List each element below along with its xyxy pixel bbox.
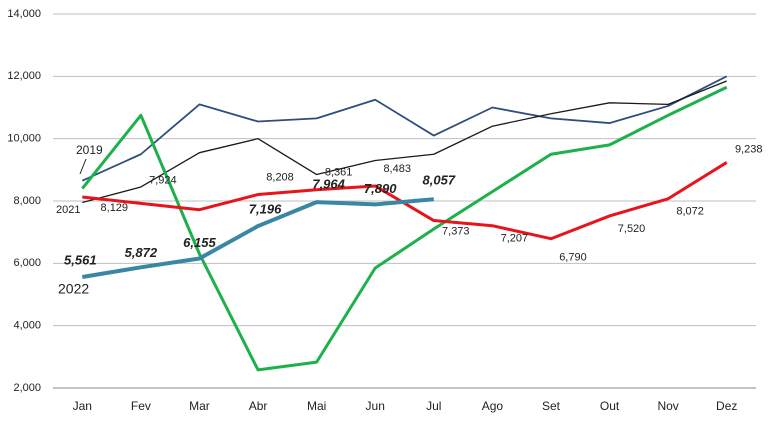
data-label: 7,373 [442,225,470,237]
y-tick-label: 8,000 [13,195,41,207]
x-tick-label: Mai [307,399,326,413]
data-label: 8,129 [101,202,129,214]
series-name: 2022 [58,281,89,297]
data-label: 7,207 [501,233,529,245]
x-tick-label: Dez [716,399,737,413]
data-label: 8,361 [325,167,353,179]
data-label: 8,057 [423,173,456,188]
series-name: 2019 [76,143,103,157]
data-label: 7,890 [364,181,397,196]
data-label: 5,561 [64,252,97,267]
x-tick-label: Set [542,399,561,413]
data-label: 7,196 [249,201,282,216]
series-line [81,197,434,279]
data-label: 8,072 [676,206,704,218]
x-tick-label: Ago [482,399,504,413]
x-tick-label: Jul [426,399,441,413]
series-line [81,75,728,182]
y-tick-label: 4,000 [13,320,41,332]
data-label: 7,520 [618,223,646,235]
y-tick-label: 2,000 [13,382,41,394]
x-tick-label: Fev [131,399,151,413]
series-line [81,85,728,372]
data-label: 8,208 [266,171,294,183]
annotation-pointer [79,158,87,175]
x-tick-label: Out [600,399,620,413]
data-label: 7,924 [149,174,177,186]
y-tick-label: 10,000 [7,133,41,145]
y-tick-label: 14,000 [7,8,41,20]
series-name: 2021 [56,204,80,216]
x-tick-label: Abr [249,399,268,413]
x-tick-label: Mar [189,399,210,413]
y-tick-label: 6,000 [13,257,41,269]
data-label: 6,790 [559,252,587,264]
data-label: 8,483 [383,163,411,175]
y-tick-label: 12,000 [7,70,41,82]
x-tick-label: Nov [657,399,678,413]
data-label: 6,155 [183,235,216,250]
series-line [82,80,727,204]
data-label: 5,872 [125,245,158,260]
x-tick-label: Jun [366,399,385,413]
data-label: 7,964 [312,177,345,192]
x-tick-label: Jan [73,399,92,413]
data-label: 9,238 [735,143,763,155]
